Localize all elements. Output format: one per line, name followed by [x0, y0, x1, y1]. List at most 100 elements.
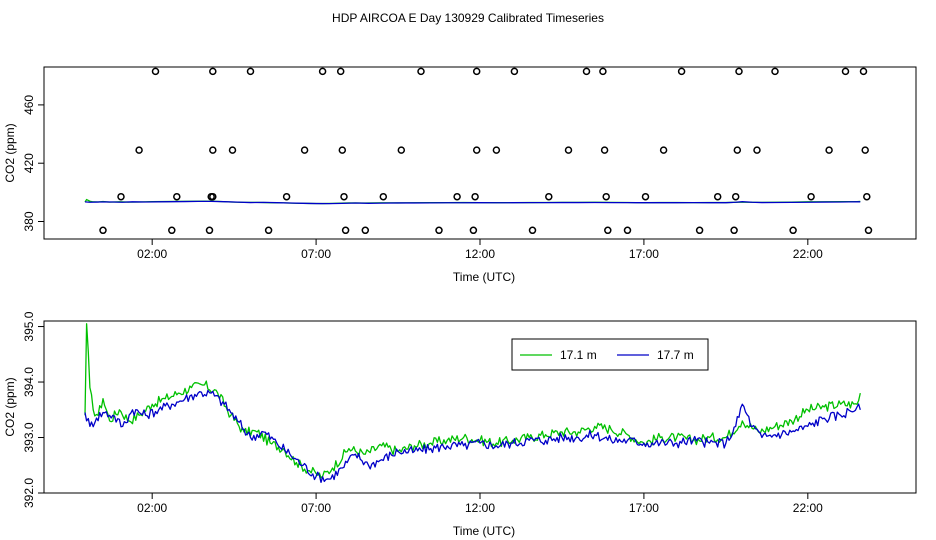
calibration-point-33 [528, 226, 537, 235]
top-x-ticks: 02:00 07:00 12:00 17:00 22:00 [137, 239, 823, 261]
calibration-point-9 [209, 146, 217, 154]
top-series-lines [84, 198, 861, 205]
series-line-17-1-m [84, 323, 861, 479]
calibration-point-16 [318, 67, 327, 76]
calibration-point-0 [99, 226, 107, 235]
bottom-plot-frame [43, 320, 917, 494]
calibration-point-57 [859, 67, 868, 76]
calibration-point-21 [361, 226, 370, 235]
top-x-tick-label-4: 22:00 [793, 247, 823, 261]
calibration-point-38 [600, 146, 609, 154]
top-x-tick-label-3: 17:00 [629, 247, 659, 261]
calibration-point-1 [117, 192, 125, 201]
bottom-y-ticks: 392.0 393.0 394.0 395.0 [22, 311, 44, 508]
calibration-point-59 [863, 192, 871, 201]
top-y-axis-label: CO2 (ppm) [3, 123, 17, 182]
top-calibration-points [99, 67, 873, 235]
bot-x-tick-label-2: 12:00 [465, 501, 495, 515]
bot-y-tick-label-3: 395.0 [22, 311, 36, 341]
top-x-tick-label-1: 07:00 [301, 247, 331, 261]
calibration-point-46 [713, 192, 722, 201]
calibration-point-42 [641, 192, 650, 201]
calibration-point-39 [602, 192, 610, 201]
calibration-point-50 [735, 67, 743, 76]
calibration-point-44 [677, 67, 686, 76]
bottom-series-lines [84, 323, 861, 484]
bot-y-tick-label-0: 392.0 [22, 478, 36, 508]
calibration-point-19 [340, 192, 348, 201]
calibration-point-36 [582, 67, 591, 76]
calibration-point-30 [472, 67, 481, 76]
top-x-axis-label: Time (UTC) [453, 270, 515, 284]
calibration-point-51 [753, 146, 761, 154]
top-panel: 02:00 07:00 12:00 17:00 22:00 380 420 460 Time… [3, 66, 917, 284]
calibration-point-40 [604, 226, 612, 235]
calibration-point-45 [695, 226, 704, 235]
calibration-point-43 [659, 146, 668, 154]
calibration-point-54 [807, 192, 815, 201]
calibration-point-32 [510, 67, 519, 76]
calibration-point-6 [205, 226, 214, 235]
calibration-point-56 [841, 67, 850, 76]
legend: 17.1 m 17.7 m [511, 338, 709, 371]
calibration-point-20 [341, 226, 350, 235]
calibration-point-13 [264, 226, 273, 235]
calibration-point-41 [623, 226, 632, 235]
calibration-point-47 [730, 226, 738, 235]
series-line-17-7-m [84, 389, 861, 484]
calibration-point-8 [209, 192, 217, 201]
top-y-tick-label-2: 460 [22, 95, 36, 115]
calibration-point-12 [246, 67, 255, 76]
calibration-point-22 [379, 192, 388, 201]
calibration-point-37 [599, 67, 607, 76]
figure-title: HDP AIRCOA E Day 130929 Calibrated Times… [332, 11, 604, 25]
calibration-point-29 [472, 146, 481, 154]
calibration-point-23 [397, 146, 406, 154]
calibration-point-35 [564, 146, 573, 154]
calibration-point-34 [545, 192, 553, 201]
calibration-point-53 [789, 226, 797, 235]
calibration-point-55 [825, 146, 833, 154]
bottom-x-axis-label: Time (UTC) [453, 524, 515, 538]
top-y-tick-label-1: 420 [22, 153, 36, 173]
top-plot-frame [43, 66, 917, 240]
bottom-panel: 02:00 07:00 12:00 17:00 22:00 392.0 393.0 394.… [3, 311, 917, 538]
calibration-point-48 [731, 192, 740, 201]
calibration-point-28 [471, 192, 479, 201]
calibration-point-11 [228, 146, 237, 154]
bottom-x-ticks: 02:00 07:00 12:00 17:00 22:00 [137, 493, 823, 515]
calibration-point-5 [173, 192, 181, 201]
calibration-point-17 [336, 67, 345, 76]
top-y-ticks: 380 420 460 [22, 95, 44, 232]
legend-box [511, 338, 709, 371]
calibration-point-3 [151, 67, 160, 76]
calibration-point-24 [417, 67, 425, 76]
calibration-point-2 [135, 146, 143, 154]
top-x-tick-label-2: 12:00 [465, 247, 495, 261]
calibration-point-60 [864, 226, 873, 235]
bot-x-tick-label-1: 07:00 [301, 501, 331, 515]
calibration-point-10 [209, 67, 217, 76]
bot-y-tick-label-2: 394.0 [22, 367, 36, 397]
calibration-point-25 [435, 226, 443, 235]
top-series-line-1 [84, 200, 861, 205]
calibration-point-26 [453, 192, 461, 201]
calibration-point-27 [469, 226, 478, 235]
calibration-point-4 [168, 226, 176, 235]
bot-y-tick-label-1: 393.0 [22, 422, 36, 452]
bottom-y-axis-label: CO2 (ppm) [3, 377, 17, 436]
calibration-point-31 [492, 146, 501, 154]
calibration-point-14 [282, 192, 291, 201]
calibration-point-58 [861, 146, 869, 154]
bot-x-tick-label-0: 02:00 [137, 501, 167, 515]
legend-label-17-1: 17.1 m [560, 348, 597, 362]
bot-x-tick-label-3: 17:00 [629, 501, 659, 515]
bot-x-tick-label-4: 22:00 [793, 501, 823, 515]
calibration-point-49 [733, 146, 742, 154]
calibration-point-15 [300, 146, 309, 154]
legend-label-17-7: 17.7 m [657, 348, 694, 362]
calibration-point-18 [338, 146, 347, 154]
top-x-tick-label-0: 02:00 [137, 247, 167, 261]
calibration-point-52 [771, 67, 779, 76]
